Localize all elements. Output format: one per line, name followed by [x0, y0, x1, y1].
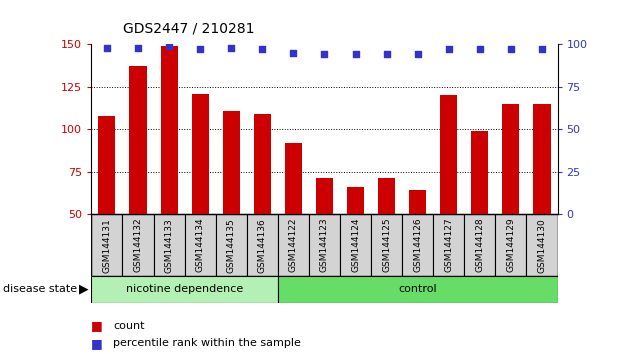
- Text: count: count: [113, 321, 145, 331]
- Point: [413, 52, 423, 57]
- Text: GSM144123: GSM144123: [320, 218, 329, 273]
- Point: [506, 46, 516, 52]
- Bar: [471, 131, 488, 214]
- Bar: [161, 46, 178, 214]
- Point: [164, 43, 174, 49]
- Text: ■: ■: [91, 319, 103, 332]
- Text: GSM144130: GSM144130: [537, 218, 546, 273]
- Text: GSM144134: GSM144134: [196, 218, 205, 273]
- Bar: [154, 214, 185, 276]
- Bar: [371, 214, 402, 276]
- Point: [289, 50, 299, 56]
- Point: [350, 52, 360, 57]
- Text: GSM144129: GSM144129: [507, 218, 515, 273]
- Text: GSM144125: GSM144125: [382, 218, 391, 273]
- Point: [537, 46, 547, 52]
- Bar: [309, 214, 340, 276]
- Text: ■: ■: [91, 337, 103, 350]
- Text: percentile rank within the sample: percentile rank within the sample: [113, 338, 301, 348]
- Text: GSM144133: GSM144133: [164, 218, 173, 273]
- Bar: [91, 214, 122, 276]
- Text: GSM144128: GSM144128: [476, 218, 484, 273]
- Point: [475, 46, 485, 52]
- Text: disease state: disease state: [3, 284, 77, 295]
- Bar: [527, 214, 558, 276]
- Bar: [222, 110, 240, 214]
- Bar: [502, 104, 520, 214]
- Text: GSM144131: GSM144131: [103, 218, 112, 273]
- Point: [257, 46, 267, 52]
- Bar: [185, 214, 215, 276]
- Bar: [215, 214, 247, 276]
- Bar: [254, 114, 271, 214]
- Point: [382, 52, 392, 57]
- Text: GSM144136: GSM144136: [258, 218, 266, 273]
- Text: GSM144122: GSM144122: [289, 218, 298, 272]
- Text: GSM144124: GSM144124: [351, 218, 360, 272]
- Point: [102, 45, 112, 51]
- Bar: [247, 214, 278, 276]
- Bar: [464, 214, 495, 276]
- Point: [319, 52, 329, 57]
- Bar: [316, 178, 333, 214]
- Text: ▶: ▶: [79, 283, 89, 296]
- Bar: [433, 214, 464, 276]
- Bar: [440, 95, 457, 214]
- Bar: [534, 104, 551, 214]
- Point: [444, 46, 454, 52]
- Bar: [129, 66, 147, 214]
- Point: [195, 46, 205, 52]
- Bar: [278, 276, 558, 303]
- Point: [133, 45, 143, 51]
- Bar: [402, 214, 433, 276]
- Bar: [278, 214, 309, 276]
- Text: nicotine dependence: nicotine dependence: [126, 284, 243, 295]
- Text: GSM144127: GSM144127: [444, 218, 453, 273]
- Text: GDS2447 / 210281: GDS2447 / 210281: [123, 21, 255, 35]
- Bar: [285, 143, 302, 214]
- Bar: [91, 276, 278, 303]
- Text: GSM144126: GSM144126: [413, 218, 422, 273]
- Bar: [98, 116, 115, 214]
- Text: GSM144132: GSM144132: [134, 218, 142, 273]
- Bar: [347, 187, 364, 214]
- Text: GSM144135: GSM144135: [227, 218, 236, 273]
- Bar: [192, 93, 209, 214]
- Text: control: control: [398, 284, 437, 295]
- Bar: [378, 178, 395, 214]
- Bar: [340, 214, 371, 276]
- Bar: [409, 190, 427, 214]
- Bar: [495, 214, 527, 276]
- Bar: [122, 214, 154, 276]
- Point: [226, 45, 236, 51]
